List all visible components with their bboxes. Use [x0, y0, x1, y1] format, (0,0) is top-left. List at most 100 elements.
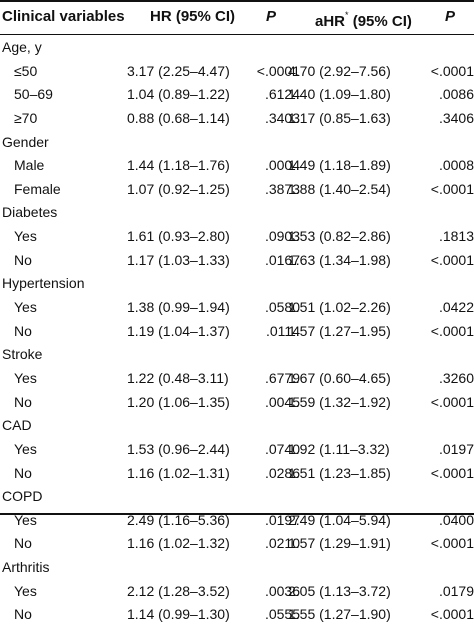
adjusted-p-value-cell: <.0001 — [430, 393, 474, 410]
table-row: No 1.14 (0.99–1.30) .0555 1.55 (1.27–1.90) <… — [0, 603, 474, 627]
header-adjusted-p: P — [445, 8, 456, 25]
ahr-cell: 1.51 (1.02–2.26) — [288, 299, 391, 316]
p-value-cell: .0114 — [266, 322, 300, 339]
variable-cell: Age, y — [2, 39, 42, 55]
hr-cell: 1.22 (0.48–3.11) — [127, 369, 229, 386]
bottom-rule — [0, 513, 474, 515]
variable-cell: 50–69 — [14, 86, 53, 103]
p-value-cell: .0903 — [264, 228, 300, 245]
header-p: P — [266, 8, 277, 25]
group-heading-row: Age, y — [0, 36, 474, 60]
adjusted-p-value-cell: <.0001 — [430, 180, 474, 197]
hr-cell: 2.12 (1.28–3.52) — [127, 582, 230, 599]
ahr-cell: 1.53 (0.82–2.86) — [288, 228, 391, 245]
p-value-cell: .3873 — [264, 180, 300, 197]
adjusted-p-value-cell: .0086 — [438, 86, 474, 103]
ahr-cell: 1.40 (1.09–1.80) — [288, 86, 391, 103]
variable-cell: Yes — [14, 440, 37, 457]
table-row: Yes 1.38 (0.99–1.94) .0580 1.51 (1.02–2.26)… — [0, 296, 474, 320]
variable-cell: Female — [14, 180, 61, 197]
variable-cell: CAD — [2, 417, 32, 434]
variable-cell: ≥70 — [14, 109, 38, 126]
p-value-cell: .0004 — [264, 157, 300, 174]
hr-cell: 1.38 (0.99–1.94) — [127, 299, 230, 316]
variable-cell: No — [14, 535, 32, 552]
adjusted-p-value-cell: <.0001 — [430, 535, 474, 552]
p-value-cell: .6779 — [264, 369, 300, 386]
table-row: No 1.16 (1.02–1.31) .0286 1.51 (1.23–1.85) <… — [0, 462, 474, 486]
hr-cell: 0.88 (0.68–1.14) — [127, 109, 230, 126]
ahr-cell: 1.51 (1.23–1.85) — [288, 464, 391, 481]
adjusted-p-value-cell: .1813 — [438, 228, 474, 245]
group-heading-row: CAD — [0, 414, 474, 438]
header-clinical-variables: Clinical variables — [2, 8, 125, 25]
ahr-cell: 4.70 (2.92–7.56) — [288, 62, 391, 79]
top-rule — [0, 0, 474, 2]
p-value-cell: .3403 — [264, 109, 300, 126]
table-row: No 1.17 (1.03–1.33) .0167 1.63 (1.34–1.98) <… — [0, 249, 474, 273]
group-heading-row: COPD — [0, 485, 474, 509]
table-row: ≥70 0.88 (0.68–1.14) .3403 1.17 (0.85–1.63)… — [0, 107, 474, 131]
variable-cell: ≤50 — [14, 62, 38, 79]
hr-cell: 1.20 (1.06–1.35) — [127, 393, 230, 410]
header-ahr: aHR* (95% CI) — [315, 8, 412, 31]
variable-cell: No — [14, 393, 32, 410]
adjusted-p-value-cell: <.0001 — [430, 322, 474, 339]
ahr-cell: 1.57 (1.27–1.95) — [288, 322, 391, 339]
table-header: Clinical variables HR (95% CI) P aHR* (9… — [0, 0, 474, 34]
header-ahr-footnote-marker: * — [345, 10, 349, 20]
variable-cell: Gender — [2, 133, 49, 150]
group-heading-row: Diabetes — [0, 201, 474, 225]
ahr-cell: 1.92 (1.11–3.32) — [288, 440, 390, 457]
p-value-cell: .6124 — [264, 86, 300, 103]
p-value-cell: .0740 — [264, 440, 300, 457]
hr-cell: 1.19 (1.04–1.37) — [127, 322, 230, 339]
hr-cell: 1.07 (0.92–1.25) — [127, 180, 230, 197]
adjusted-p-value-cell: <.0001 — [430, 464, 474, 481]
hr-cell: 1.16 (1.02–1.32) — [127, 535, 230, 552]
variable-cell: No — [14, 322, 32, 339]
adjusted-p-value-cell: .0008 — [438, 157, 474, 174]
p-value-cell: .0045 — [264, 393, 300, 410]
ahr-cell: 1.55 (1.27–1.90) — [288, 606, 391, 623]
group-heading-row: Arthritis — [0, 556, 474, 580]
variable-cell: Yes — [14, 582, 37, 599]
group-heading-row: Stroke — [0, 343, 474, 367]
adjusted-p-value-cell: <.0001 — [430, 251, 474, 268]
ahr-cell: 1.57 (1.29–1.91) — [288, 535, 391, 552]
variable-cell: Stroke — [2, 346, 43, 363]
adjusted-p-value-cell: .0197 — [438, 440, 474, 457]
variable-cell: COPD — [2, 488, 43, 505]
ahr-cell: 1.49 (1.18–1.89) — [288, 157, 391, 174]
table-row: No 1.19 (1.04–1.37) .0114 1.57 (1.27–1.95) <… — [0, 320, 474, 344]
hr-cell: 1.16 (1.02–1.31) — [127, 464, 230, 481]
variable-cell: Yes — [14, 228, 37, 245]
table-row: Female 1.07 (0.92–1.25) .3873 1.88 (1.40–2.… — [0, 178, 474, 202]
ahr-cell: 1.59 (1.32–1.92) — [288, 393, 391, 410]
table-row: Yes 2.12 (1.28–3.52) .0036 2.05 (1.13–3.72)… — [0, 580, 474, 604]
variable-cell: Yes — [14, 369, 37, 386]
ahr-cell: 1.17 (0.85–1.63) — [288, 109, 391, 126]
adjusted-p-value-cell: .0422 — [438, 299, 474, 316]
ahr-cell: 1.67 (0.60–4.65) — [288, 369, 391, 386]
variable-cell: No — [14, 464, 32, 481]
hr-cell: 1.04 (0.89–1.22) — [127, 86, 230, 103]
adjusted-p-value-cell: <.0001 — [430, 62, 474, 79]
variable-cell: Diabetes — [2, 204, 58, 221]
header-hr: HR (95% CI) — [150, 8, 236, 25]
table-body: Age, y ≤50 3.17 (2.25–4.47) <.0001 4.70 (2.9… — [0, 36, 474, 627]
hr-cell: 1.14 (0.99–1.30) — [127, 606, 230, 623]
p-value-cell: <.0001 — [256, 62, 300, 79]
table-row: No 1.20 (1.06–1.35) .0045 1.59 (1.32–1.92) <… — [0, 391, 474, 415]
ahr-cell: 1.88 (1.40–2.54) — [288, 180, 391, 197]
table-row: ≤50 3.17 (2.25–4.47) <.0001 4.70 (2.92–7.56… — [0, 60, 474, 84]
adjusted-p-value-cell: .3406 — [438, 109, 474, 126]
adjusted-p-value-cell: .3260 — [438, 369, 474, 386]
p-value-cell: .0167 — [264, 251, 300, 268]
header-rule — [0, 34, 474, 35]
ahr-cell: 1.63 (1.34–1.98) — [288, 251, 391, 268]
variable-cell: Yes — [14, 299, 37, 316]
hr-cell: 1.53 (0.96–2.44) — [127, 440, 230, 457]
adjusted-p-value-cell: .0179 — [438, 582, 474, 599]
